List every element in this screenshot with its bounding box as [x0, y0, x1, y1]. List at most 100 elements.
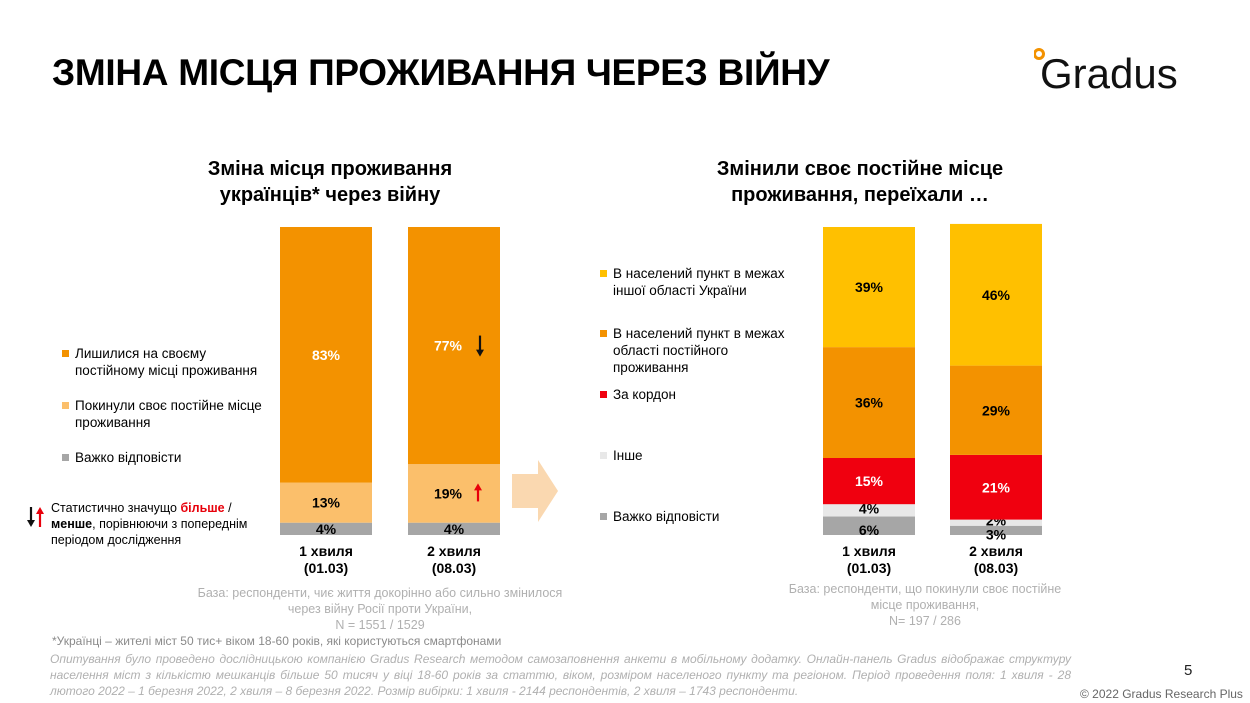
bar-segment — [950, 519, 1042, 526]
significance-note-line3: періодом дослідження — [51, 533, 182, 547]
left-chart-title: Зміна місця проживання українців* через … — [165, 156, 495, 208]
base-note-line1: База: респонденти, чиє життя докорінно а… — [197, 586, 563, 600]
category-label-line2: (08.03) — [974, 560, 1018, 576]
bar-data-label: 4% — [859, 500, 880, 516]
sig-less: менше — [51, 517, 93, 531]
right-stacked-bar-chart: 6%4%15%36%39%1 хвиля(01.03)3%2%21%29%46%… — [823, 223, 1042, 576]
left-legend-item-stayed: Лишилися на своєму постійному місці прожи… — [62, 345, 282, 379]
gradus-logo: Gradus — [1034, 48, 1178, 97]
legend-label-line2: проживання — [75, 415, 151, 430]
bar-segment — [823, 227, 915, 348]
bar-data-label: 4% — [444, 521, 465, 537]
page-number: 5 — [1184, 662, 1193, 679]
bar-data-label: 19% — [434, 485, 463, 501]
left-stacked-bar-chart: 4% 13% 83% 1 хвиля(01.03) 4% 19% 77% 2 хвиля(08… — [280, 227, 500, 576]
left-legend-item-left-home: Покинули своє постійне місце проживання — [62, 397, 282, 431]
legend-swatch — [600, 270, 607, 277]
bar-data-label: 3% — [986, 526, 1007, 542]
legend-label-line1: Покинули своє постійне місце — [75, 398, 262, 413]
bar-segment — [823, 458, 915, 505]
bar-segment — [823, 347, 915, 458]
category-label-line1: 1 хвиля — [842, 543, 896, 559]
bar-data-label: 21% — [982, 479, 1011, 495]
bar-segment — [950, 454, 1042, 520]
transition-arrow-icon — [512, 460, 558, 522]
logo-dot-icon — [1034, 48, 1045, 60]
base-note-line2: місце проживання, — [870, 598, 980, 612]
legend-label-line2: постійному місці проживання — [75, 363, 258, 378]
left-legend-item-hard-to-say: Важко відповісти — [62, 449, 282, 466]
left-base-note: База: респонденти, чиє життя докорінно а… — [170, 585, 590, 633]
category-label-line2: (01.03) — [847, 560, 891, 576]
base-note-line3: N= 197 / 286 — [889, 614, 961, 628]
bar-segment — [950, 365, 1042, 455]
legend-swatch — [600, 330, 607, 337]
significance-note-line2: менше, порівнюючи з попереднім — [51, 516, 271, 532]
sig-suffix: , порівнюючи з попереднім — [92, 517, 248, 531]
bar-segment — [280, 522, 372, 535]
legend-label-line1: В населений пункт в межах — [613, 266, 785, 281]
legend-swatch — [600, 452, 607, 459]
legend-label-line2: області постійного — [613, 343, 729, 358]
bar-segment — [280, 227, 372, 483]
left-chart-title-line1: Зміна місця проживання — [207, 158, 453, 180]
bar-data-label: 77% — [434, 338, 463, 354]
right-chart-title-line1: Змінили своє постійне місце — [716, 158, 1004, 180]
category-label-line1: 2 хвиля — [969, 543, 1023, 559]
bar-segment — [408, 464, 500, 523]
bar-segment — [950, 223, 1042, 366]
bar-data-label: 29% — [982, 402, 1011, 418]
significance-note-line1: Статистично значущо більше / — [51, 500, 271, 516]
page-title: ЗМІНА МІСЦЯ ПРОЖИВАННЯ ЧЕРЕЗ ВІЙНУ — [52, 52, 830, 93]
bar-data-label: 6% — [859, 522, 880, 538]
right-legend-item-abroad: За кордон — [600, 386, 820, 403]
sig-more: більше — [180, 501, 225, 515]
footnote: *Українці – жителі міст 50 тис+ віком 18… — [52, 634, 502, 648]
legend-swatch — [62, 454, 69, 461]
bar-segment — [408, 522, 500, 535]
category-label-line2: (08.03) — [432, 560, 476, 576]
copyright: © 2022 Gradus Research Plus — [1080, 687, 1243, 701]
legend-swatch — [62, 350, 69, 357]
base-note-line2: через війну Росії проти України, — [287, 602, 473, 616]
bar-segment — [408, 227, 500, 465]
category-label-line1: 2 хвиля — [427, 543, 481, 559]
bar-segment — [280, 482, 372, 523]
legend-label-line3: проживання — [613, 360, 689, 375]
increase-arrow-icon — [474, 483, 482, 502]
methodology-note: Опитування було проведено дослідницькою … — [50, 652, 1071, 698]
legend-label-line1: Інше — [613, 448, 643, 463]
legend-swatch — [600, 513, 607, 520]
right-chart-title: Змінили своє постійне місце проживання, … — [680, 156, 1040, 208]
right-legend-item-hard-to-say: Важко відповісти — [600, 508, 820, 525]
bar-data-label: 46% — [982, 287, 1011, 303]
legend-swatch — [62, 402, 69, 409]
legend-label-line1: В населений пункт в межах — [613, 326, 785, 341]
base-note-line3: N = 1551 / 1529 — [335, 618, 425, 632]
significance-note: Статистично значущо більше / менше, порі… — [51, 500, 271, 548]
legend-label-line1: Важко відповісти — [613, 509, 720, 524]
bar-segment — [950, 525, 1042, 535]
significance-arrows-icon — [27, 507, 44, 527]
bar-data-label: 13% — [312, 495, 341, 511]
bar-data-label: 83% — [312, 347, 341, 363]
bar-data-label: 4% — [316, 521, 337, 537]
legend-label-line2: іншої області України — [613, 283, 747, 298]
category-label-line2: (01.03) — [304, 560, 348, 576]
right-legend-item-same-region: В населений пункт в межах області постійн… — [600, 325, 820, 376]
bar-segment — [823, 516, 915, 535]
logo-text: Gradus — [1040, 50, 1178, 97]
right-legend-item-other-region: В населений пункт в межах іншої області У… — [600, 265, 820, 299]
right-chart-title-line2: проживання, переїхали … — [731, 184, 989, 206]
sig-prefix: Статистично значущо — [51, 501, 181, 515]
right-legend-item-other: Інше — [600, 447, 820, 464]
sig-slash: / — [224, 501, 232, 515]
category-label-line1: 1 хвиля — [299, 543, 353, 559]
legend-label-line1: Лишилися на своєму — [75, 346, 207, 361]
right-base-note: База: респонденти, що покинули своє пост… — [760, 581, 1090, 629]
bar-data-label: 36% — [855, 395, 884, 411]
left-legend: Лишилися на своєму постійному місці прожи… — [62, 345, 282, 466]
bar-data-label: 39% — [855, 279, 884, 295]
bar-segment — [823, 504, 915, 517]
legend-label-line1: Важко відповісти — [75, 450, 182, 465]
